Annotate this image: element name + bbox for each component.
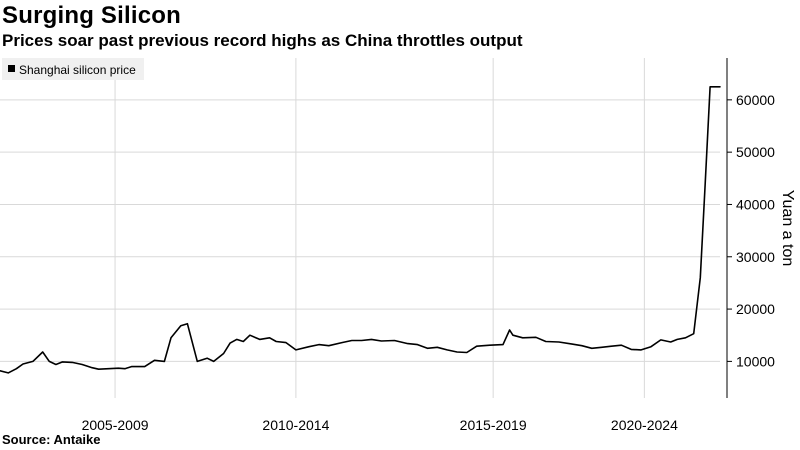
x-tick-label: 2010-2014 [262,417,329,433]
y-tick-label: 60000 [736,92,775,108]
y-tick-label: 30000 [736,249,775,265]
legend-background [2,58,144,80]
y-tick-label: 10000 [736,353,775,369]
y-axis-label: Yuan a ton [779,190,796,267]
legend-swatch [8,65,15,72]
y-tick-label: 40000 [736,196,775,212]
x-tick-label: 2015-2019 [460,417,527,433]
y-tick-label: 20000 [736,301,775,317]
chart-title: Surging Silicon [2,2,182,29]
y-tick-label: 50000 [736,144,775,160]
x-tick-label: 2020-2024 [611,417,678,433]
source-note: Source: Antaike [2,432,101,447]
legend-label: Shanghai silicon price [19,63,136,77]
y-axis: 10000 20000 30000 40000 50000 60000 [726,58,775,398]
chart-subtitle: Prices soar past previous record highs a… [2,31,523,50]
x-tick-label: 2005-2009 [82,417,149,433]
series-group [0,86,721,374]
legend: Shanghai silicon price [2,58,144,80]
grid-lines [0,58,720,398]
series-line [0,86,721,374]
x-axis: 2005-2009 2010-2014 2015-2019 2020-2024 [82,417,678,433]
